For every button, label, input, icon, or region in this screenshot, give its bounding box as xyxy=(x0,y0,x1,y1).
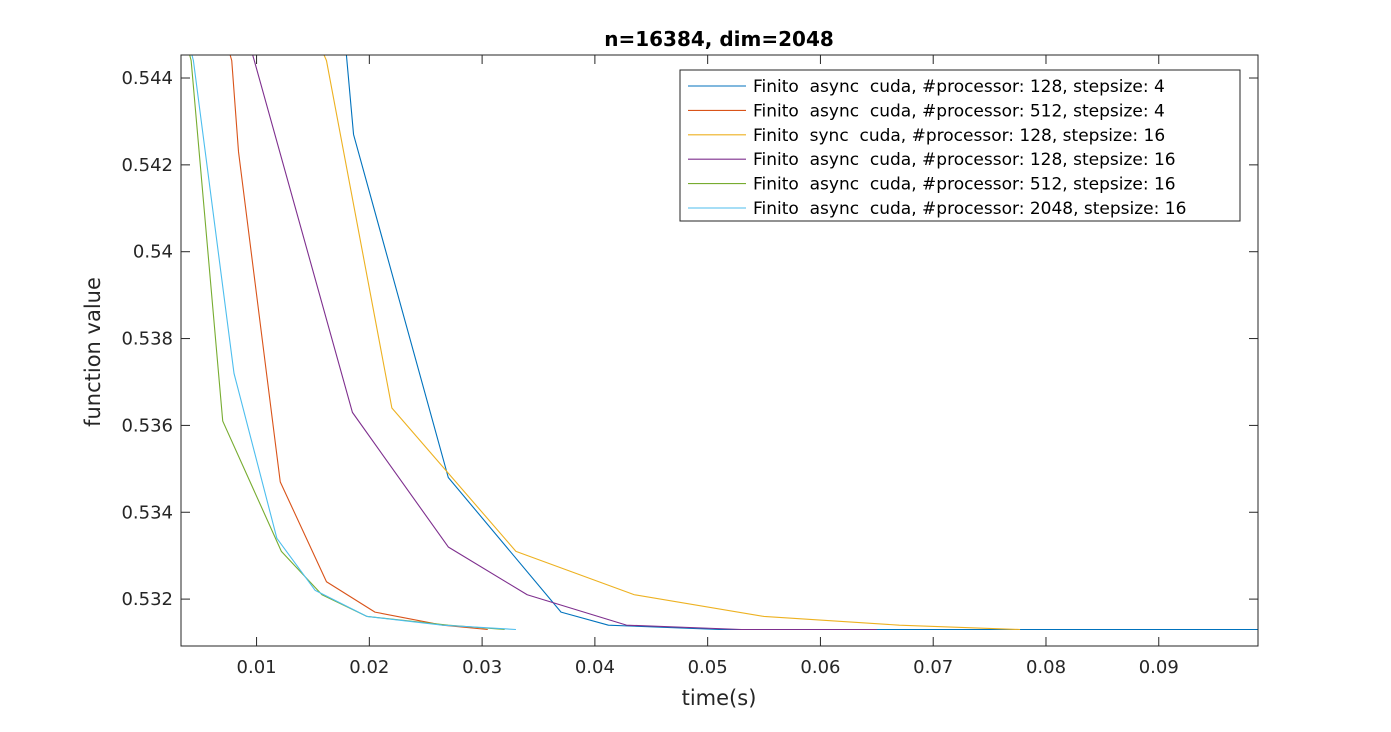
x-tick-label: 0.04 xyxy=(575,657,615,678)
series-line-3 xyxy=(323,55,1021,631)
x-tick-label: 0.05 xyxy=(688,657,728,678)
series-line-4 xyxy=(252,55,877,631)
legend-label-2: Finito async cuda, #processor: 512, step… xyxy=(753,101,1165,121)
x-axis-label: time(s) xyxy=(682,686,757,710)
x-tick-label: 0.08 xyxy=(1026,657,1066,678)
legend-label-3: Finito sync cuda, #processor: 128, steps… xyxy=(753,126,1165,146)
legend-label-4: Finito async cuda, #processor: 128, step… xyxy=(753,150,1176,170)
y-tick-label: 0.534 xyxy=(121,502,173,523)
series-line-6 xyxy=(191,55,516,631)
y-tick-label: 0.532 xyxy=(121,589,173,610)
plot-frame xyxy=(180,54,1259,647)
legend-label-1: Finito async cuda, #processor: 128, step… xyxy=(753,77,1165,97)
y-tick-label: 0.538 xyxy=(121,329,173,350)
x-tick-label: 0.06 xyxy=(800,657,840,678)
legend: Finito async cuda, #processor: 128, step… xyxy=(679,69,1241,222)
x-tick-label: 0.03 xyxy=(462,657,502,678)
y-axis: 0.532 0.534 0.536 0.538 0.54 0.542 0.544 xyxy=(121,68,1258,610)
x-tick-label: 0.07 xyxy=(913,657,953,678)
x-axis: 0.01 0.02 0.03 0.04 0.05 0.06 0.07 0.08 0.09 xyxy=(237,55,1179,678)
y-tick-label: 0.54 xyxy=(133,242,173,263)
x-tick-label: 0.02 xyxy=(349,657,389,678)
y-tick-label: 0.536 xyxy=(121,415,173,436)
y-tick-label: 0.542 xyxy=(121,155,173,176)
legend-label-5: Finito async cuda, #processor: 512, step… xyxy=(753,175,1176,195)
chart-title: n=16384, dim=2048 xyxy=(604,27,834,51)
x-tick-label: 0.01 xyxy=(237,657,277,678)
y-tick-label: 0.544 xyxy=(121,68,173,89)
legend-label-6: Finito async cuda, #processor: 2048, ste… xyxy=(753,199,1186,219)
y-axis-label: function value xyxy=(81,277,105,427)
x-tick-label: 0.09 xyxy=(1139,657,1179,678)
series-layer xyxy=(189,55,1258,631)
legend-box xyxy=(679,69,1241,222)
